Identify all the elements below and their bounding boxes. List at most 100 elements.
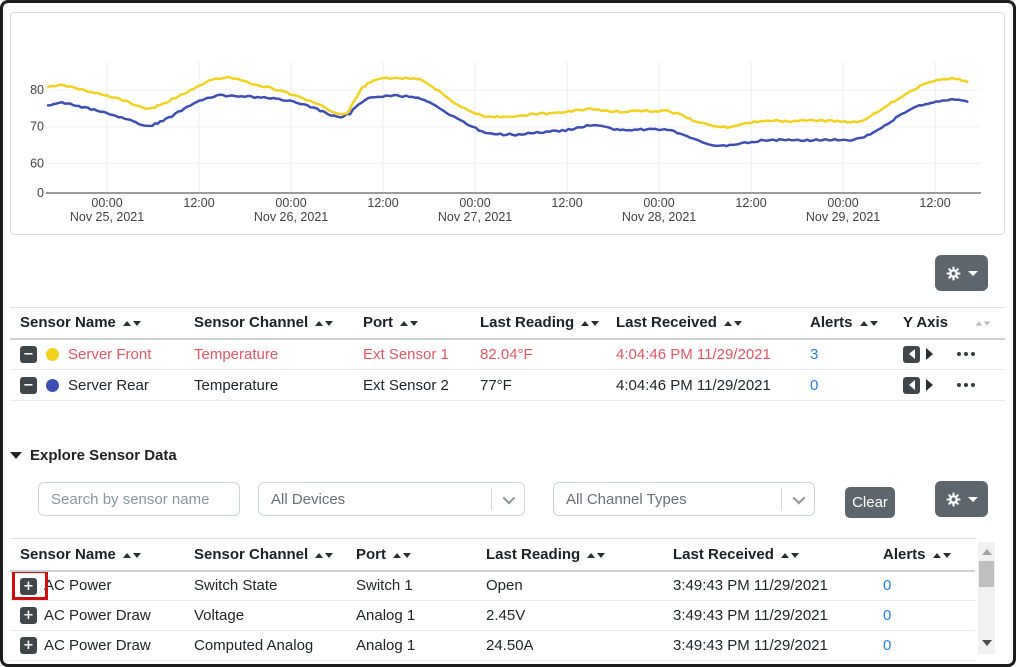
ellipsis-dot-icon: [971, 352, 975, 357]
sort-arrows-icon[interactable]: [400, 321, 418, 327]
col-header-last-reading[interactable]: Last Reading: [470, 307, 606, 340]
sort-down-icon: [597, 552, 606, 558]
sort-arrows-icon[interactable]: [122, 552, 141, 558]
scroll-up-button[interactable]: [978, 544, 995, 559]
alerts-count-link[interactable]: 0: [883, 637, 892, 654]
collapse-row-button[interactable]: −: [20, 345, 37, 363]
col-header-sensor-channel[interactable]: Sensor Channel: [184, 538, 346, 572]
y-axis-right-button[interactable]: [926, 379, 933, 391]
alerts-count-link[interactable]: 0: [810, 376, 819, 394]
sort-up-icon: [315, 321, 324, 327]
cell-port: Analog 1: [346, 600, 476, 631]
cell-alerts: 3: [800, 338, 893, 370]
header-row: Sensor Name Sensor Channel Port Last Readin…: [10, 307, 1005, 340]
svg-text:Nov 26, 2021: Nov 26, 2021: [254, 210, 328, 224]
col-header-label: Alerts: [883, 545, 926, 563]
explore-settings-button[interactable]: [935, 481, 988, 517]
sort-up-icon: [400, 321, 408, 327]
clear-filters-button[interactable]: Clear: [845, 487, 895, 518]
expand-row-button[interactable]: +: [20, 607, 37, 624]
devices-filter-select[interactable]: All Devices: [258, 482, 525, 516]
sort-up-icon: [587, 552, 596, 558]
col-header-label: Port: [363, 314, 393, 332]
sort-down-icon: [325, 321, 334, 327]
svg-text:00:00: 00:00: [91, 196, 122, 210]
table-row: − Server Rear Temperature Ext Sensor 2 77°F 4…: [10, 369, 1005, 401]
col-header-y-axis[interactable]: Y Axis: [893, 307, 1005, 340]
sort-down-icon: [983, 321, 991, 326]
col-header-last-reading[interactable]: Last Reading: [476, 538, 663, 572]
chevron-down-icon: [792, 491, 806, 504]
sort-arrows-icon[interactable]: [587, 552, 606, 558]
col-header-last-received[interactable]: Last Received: [606, 307, 800, 340]
col-header-sensor-channel[interactable]: Sensor Channel: [184, 307, 353, 340]
cell-sensor-name: − Server Front: [10, 338, 184, 370]
sort-up-icon: [122, 552, 131, 558]
sort-up-icon: [859, 321, 868, 327]
graphed-sensors-grid: Sensor Name Sensor Channel Port Last Readin…: [10, 307, 1005, 401]
row-menu-button[interactable]: [957, 352, 978, 357]
sort-arrows-icon[interactable]: [581, 321, 600, 327]
scroll-thumb[interactable]: [979, 561, 994, 587]
col-header-label: Y Axis: [903, 314, 949, 332]
sensor-name-label: AC Power Draw: [44, 607, 151, 624]
col-header-sensor-name[interactable]: Sensor Name: [10, 538, 184, 572]
table-scrollbar[interactable]: [978, 542, 995, 654]
channel-filter-value: All Channel Types: [566, 490, 687, 508]
cell-sensor-channel: Temperature: [184, 369, 353, 401]
sort-arrows-icon[interactable]: [315, 552, 334, 558]
explore-section-title: Explore Sensor Data: [30, 447, 177, 464]
y-axis-right-button[interactable]: [926, 348, 933, 361]
series-color-dot: [46, 347, 59, 361]
alerts-count-link[interactable]: 3: [810, 345, 819, 363]
svg-text:Nov 28, 2021: Nov 28, 2021: [622, 210, 696, 224]
col-header-alerts[interactable]: Alerts: [873, 538, 975, 572]
alerts-count-link[interactable]: 0: [883, 607, 892, 624]
cell-port: Ext Sensor 2: [353, 369, 470, 401]
ellipsis-dot-icon: [964, 383, 968, 387]
sort-arrows-icon[interactable]: [393, 552, 411, 558]
expand-row-button[interactable]: +: [20, 637, 37, 654]
cell-last-received: 3:49:43 PM 11/29/2021: [663, 600, 873, 631]
svg-text:70: 70: [30, 120, 44, 134]
col-header-alerts[interactable]: Alerts: [800, 307, 893, 340]
explore-section-toggle[interactable]: Explore Sensor Data: [10, 447, 177, 464]
sort-down-icon: [869, 321, 878, 327]
sort-down-icon: [733, 321, 742, 327]
scroll-down-button[interactable]: [978, 635, 995, 650]
cell-last-received: 4:04:46 PM 11/29/2021: [606, 369, 800, 401]
col-header-label: Last Received: [673, 545, 774, 563]
row-menu-button[interactable]: [957, 383, 978, 387]
left-arrow-icon: [908, 380, 915, 390]
svg-text:Nov 27, 2021: Nov 27, 2021: [438, 210, 512, 224]
y-axis-left-button[interactable]: [903, 345, 920, 363]
collapse-row-button[interactable]: −: [20, 376, 37, 394]
alerts-count-link[interactable]: 0: [883, 577, 892, 595]
sort-arrows-icon[interactable]: [932, 552, 951, 558]
sort-up-icon: [723, 321, 732, 327]
col-header-port[interactable]: Port: [353, 307, 470, 340]
channel-types-filter-select[interactable]: All Channel Types: [553, 482, 815, 516]
chevron-down-icon: [967, 496, 978, 502]
gear-icon: [945, 491, 961, 507]
col-header-sensor-name[interactable]: Sensor Name: [10, 307, 184, 340]
svg-text:Nov 29, 2021: Nov 29, 2021: [806, 210, 880, 224]
cell-alerts: 0: [873, 600, 975, 631]
svg-text:00:00: 00:00: [643, 196, 674, 210]
cell-port: Analog 1: [346, 630, 476, 661]
col-header-port[interactable]: Port: [346, 538, 476, 572]
svg-text:0: 0: [37, 186, 44, 200]
sort-arrows-icon[interactable]: [122, 321, 141, 327]
expand-row-button[interactable]: +: [20, 578, 37, 596]
sort-arrows-icon[interactable]: [315, 321, 334, 327]
sort-arrows-icon[interactable]: [975, 321, 991, 326]
chart-settings-button[interactable]: [935, 255, 988, 291]
sort-arrows-icon[interactable]: [723, 321, 742, 327]
search-input[interactable]: [38, 482, 240, 516]
col-header-last-received[interactable]: Last Received: [663, 538, 873, 572]
sort-arrows-icon[interactable]: [780, 552, 799, 558]
y-axis-left-button[interactable]: [903, 376, 920, 394]
sort-arrows-icon[interactable]: [859, 321, 878, 327]
explore-sensors-grid: Sensor Name Sensor Channel Port Last Readin…: [10, 538, 975, 661]
